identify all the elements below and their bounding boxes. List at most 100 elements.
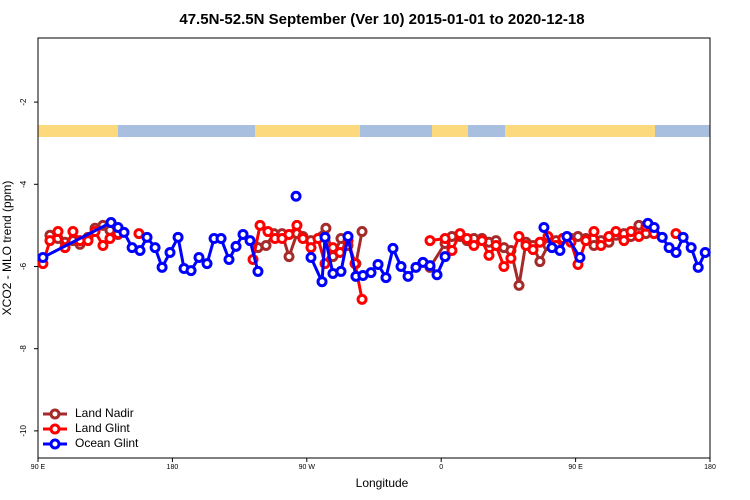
data-point [618,235,630,247]
data-point [118,226,130,238]
data-point [476,235,488,247]
data-point [230,240,242,252]
legend-label: Ocean Glint [75,436,139,450]
data-point [439,251,451,263]
y-tick-label: -8 [19,345,28,353]
land-band [505,125,655,137]
data-point [201,258,213,270]
data-point [365,267,377,279]
data-point [297,233,309,245]
data-point [82,235,94,247]
data-point [52,226,64,238]
data-point [193,251,205,263]
data-point [588,226,600,238]
data-point [320,222,332,234]
data-point [44,235,56,247]
data-point [483,249,495,261]
land-band [255,125,360,137]
y-axis-title: XCO2 - MLO trend (ppm) [0,181,14,316]
data-point [262,226,274,238]
y-tick-label: -10 [19,425,28,437]
data-point [283,228,295,240]
x-tick-label: 90 W [299,464,316,471]
data-point [625,226,637,238]
data-point [595,240,607,252]
land-band [38,125,118,137]
data-point [319,231,331,243]
legend-marker [49,408,61,420]
data-point [387,242,399,254]
data-point [648,221,660,233]
data-point [468,240,480,252]
data-point [134,244,146,256]
data-point [461,233,473,245]
data-point [561,230,573,242]
data-point [431,269,443,281]
data-point [633,230,645,242]
data-point [424,235,436,247]
data-point [260,240,272,252]
data-point [104,233,116,245]
data-point [527,244,539,256]
data-point [534,236,546,248]
data-point [342,230,354,242]
data-point [580,235,592,247]
land-band [432,125,468,137]
data-point [395,260,407,272]
data-point [505,252,517,264]
data-point [316,276,328,288]
data-point [699,247,711,259]
x-axis-title: Longitude [356,476,409,490]
data-point [490,240,502,252]
data-point [37,251,49,263]
data-point [105,217,117,229]
data-point [244,235,256,247]
data-point [156,261,168,273]
data-point [254,219,266,231]
data-point [97,240,109,252]
data-point [291,219,303,231]
data-point [670,247,682,259]
data-point [335,265,347,277]
data-point [327,242,339,254]
x-tick-label: 180 [704,464,716,471]
legend-label: Land Nadir [75,406,134,420]
data-point [663,242,675,254]
data-point [685,242,697,254]
data-point [164,247,176,259]
data-point [454,228,466,240]
x-tick-label: 90 E [31,464,46,471]
data-point [439,233,451,245]
data-point [603,230,615,242]
chart-title: 47.5N-52.5N September (Ver 10) 2015-01-0… [179,11,584,28]
data-point [446,244,458,256]
data-point [610,226,622,238]
data-point [305,251,317,263]
data-point [172,231,184,243]
legend-label: Land Glint [75,421,130,435]
legend-marker [49,423,61,435]
data-point [356,293,368,305]
plot-frame [37,37,711,459]
land-ocean-band [38,125,710,137]
data-point [305,242,317,254]
data-point [290,190,302,202]
data-point [513,230,525,242]
data-point [424,260,436,272]
data-point [498,260,510,272]
data-point [677,231,689,243]
data-point [185,265,197,277]
data-point [656,231,668,243]
y-tick-label: -6 [19,262,28,270]
x-tick-label: 0 [439,464,443,471]
legend-marker [49,438,61,450]
data-point [67,226,79,238]
data-point [237,228,249,240]
data-point [380,272,392,284]
data-point [534,256,546,268]
data-point [410,261,422,273]
data-point [402,270,414,282]
data-point [252,265,264,277]
